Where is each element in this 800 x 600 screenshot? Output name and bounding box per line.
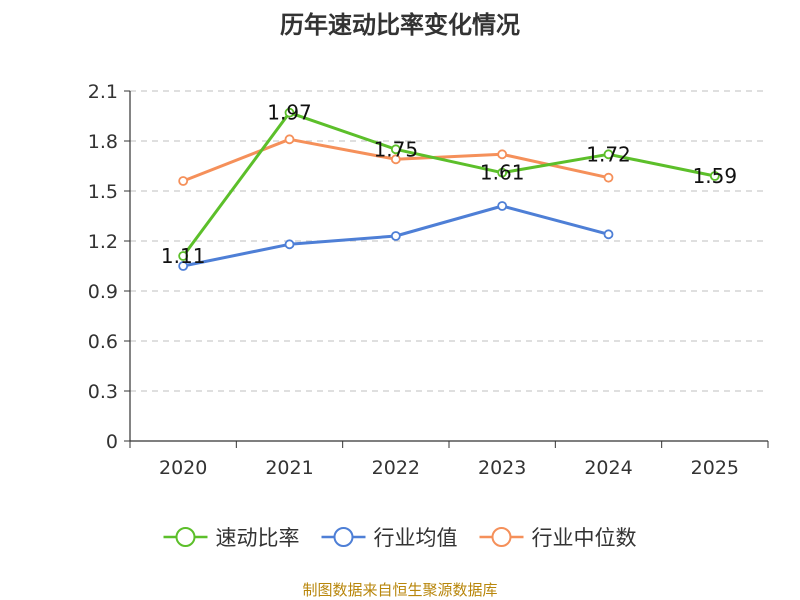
data-label: 1.61: [480, 161, 525, 185]
x-tick-label: 2025: [691, 457, 739, 479]
series-lines: [178, 107, 720, 271]
y-tick-label: 1.8: [88, 131, 118, 153]
legend-marker: [491, 527, 512, 547]
axes: 0 0.3 0.6 0.9 1.2 1.5 1.8 2.1 2020 2021 2022 2023 20…: [88, 81, 769, 479]
x-tick-label: 2023: [478, 457, 526, 479]
data-point: [603, 229, 614, 240]
x-tick-label: 2024: [584, 457, 632, 479]
legend[interactable]: 速动比率 行业均值 行业中位数: [163, 526, 637, 550]
series-line-0: [181, 111, 717, 258]
y-tick-label: 2.1: [88, 81, 118, 103]
data-label: 1.59: [693, 164, 738, 188]
x-tick-label: 2022: [372, 457, 420, 479]
data-label: 1.97: [267, 101, 312, 125]
data-point: [497, 149, 508, 160]
y-tick-label: 1.5: [88, 181, 118, 203]
y-tick-label: 1.2: [88, 231, 118, 253]
legend-marker: [175, 527, 196, 547]
chart-title: 历年速动比率变化情况: [280, 11, 520, 39]
data-point: [603, 149, 614, 160]
x-tick-label: 2020: [159, 457, 207, 479]
y-tick-label: 0.6: [88, 331, 118, 353]
data-point: [603, 172, 614, 183]
legend-label: 行业中位数: [532, 526, 637, 550]
data-label: 1.72: [586, 142, 631, 166]
data-point: [390, 154, 401, 165]
legend-item[interactable]: 行业中位数: [479, 526, 637, 550]
x-tick-label: 2021: [265, 457, 313, 479]
source-note: 制图数据来自恒生聚源数据库: [302, 581, 497, 599]
data-point: [284, 239, 295, 250]
data-point: [709, 171, 720, 181]
data-point: [390, 231, 401, 241]
data-label: 1.75: [374, 137, 419, 161]
data-point: [178, 261, 189, 271]
data-point: [178, 176, 189, 186]
data-point: [390, 144, 401, 155]
legend-marker: [333, 527, 354, 547]
data-point: [284, 134, 295, 145]
data-point: [497, 201, 508, 211]
legend-label: 速动比率: [216, 526, 300, 550]
legend-item[interactable]: 速动比率: [163, 526, 300, 550]
y-tick-label: 0.3: [88, 381, 118, 403]
data-point: [284, 107, 295, 118]
y-tick-label: 0: [106, 431, 118, 453]
grid-lines: [130, 90, 768, 392]
data-label: 1.11: [161, 244, 206, 268]
data-point: [497, 167, 508, 178]
legend-label: 行业均值: [374, 526, 458, 550]
y-tick-label: 0.9: [88, 281, 118, 303]
legend-item[interactable]: 行业均值: [321, 526, 458, 550]
data-point: [178, 251, 189, 261]
data-labels: 1.11 1.97 1.75 1.61 1.72 1.59: [161, 101, 737, 268]
